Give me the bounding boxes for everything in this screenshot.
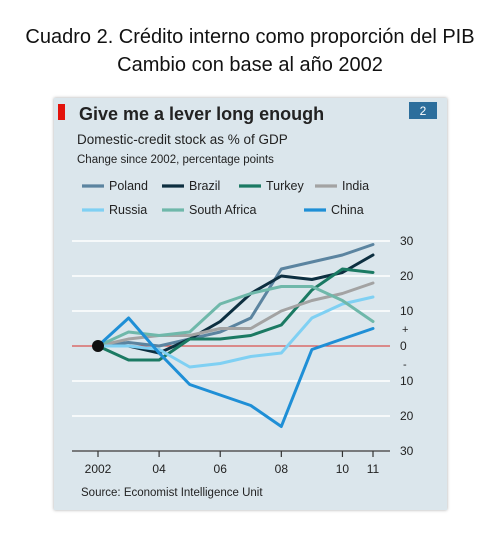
x-tick-label: 04 xyxy=(152,462,166,476)
legend-label: Turkey xyxy=(266,179,304,193)
red-accent-bar xyxy=(58,104,65,120)
x-tick-label: 08 xyxy=(275,462,289,476)
legend-label: Brazil xyxy=(189,179,220,193)
chart-source: Source: Economist Intelligence Unit xyxy=(81,487,263,499)
y-tick-label: 30 xyxy=(400,444,414,458)
chart-svg: Give me a lever long enough 2 Domestic-c… xyxy=(58,102,437,499)
legend-label: Poland xyxy=(109,179,148,193)
chart-subtitle-secondary: Change since 2002, percentage points xyxy=(77,154,274,166)
legend: Poland Brazil Turkey India Russia South Afric… xyxy=(82,179,369,217)
chart-panel: Give me a lever long enough 2 Domestic-c… xyxy=(54,98,447,510)
series-line-poland xyxy=(96,243,375,348)
x-tick-label: 06 xyxy=(214,462,228,476)
figure-caption-subtitle: Cambio con base al año 2002 xyxy=(117,54,383,76)
legend-label: China xyxy=(331,203,364,217)
origin-marker xyxy=(92,340,104,352)
figure-caption-title: Cuadro 2. Crédito interno como proporció… xyxy=(25,26,475,48)
axis-layer: 30 20 10 0 10 20 30 + - 2002 04 06 08 10 11 xyxy=(72,234,414,476)
chart-number-box xyxy=(409,102,437,119)
legend-label: India xyxy=(342,179,369,193)
series-line-brazil xyxy=(96,253,375,355)
chart-title: Give me a lever long enough xyxy=(79,104,324,124)
y-tick-label: 10 xyxy=(400,304,414,318)
series-line-turkey xyxy=(96,267,375,362)
series-layer xyxy=(96,243,375,428)
y-tick-label: 30 xyxy=(400,234,414,248)
y-sign-plus: + xyxy=(402,324,408,336)
y-sign-minus: - xyxy=(403,359,407,371)
chart-number: 2 xyxy=(420,104,427,118)
y-tick-label: 20 xyxy=(400,269,414,283)
legend-label: South Africa xyxy=(189,203,256,217)
x-tick-label: 11 xyxy=(367,462,380,476)
series-line-russia xyxy=(96,295,375,369)
y-tick-label: 10 xyxy=(400,374,414,388)
chart-subtitle: Domestic-credit stock as % of GDP xyxy=(77,132,288,147)
legend-label: Russia xyxy=(109,203,147,217)
y-tick-label: 20 xyxy=(400,409,414,423)
series-line-china xyxy=(96,316,375,428)
x-tick-label: 2002 xyxy=(85,462,112,476)
x-tick-label: 10 xyxy=(336,462,350,476)
y-tick-label: 0 xyxy=(400,339,407,353)
